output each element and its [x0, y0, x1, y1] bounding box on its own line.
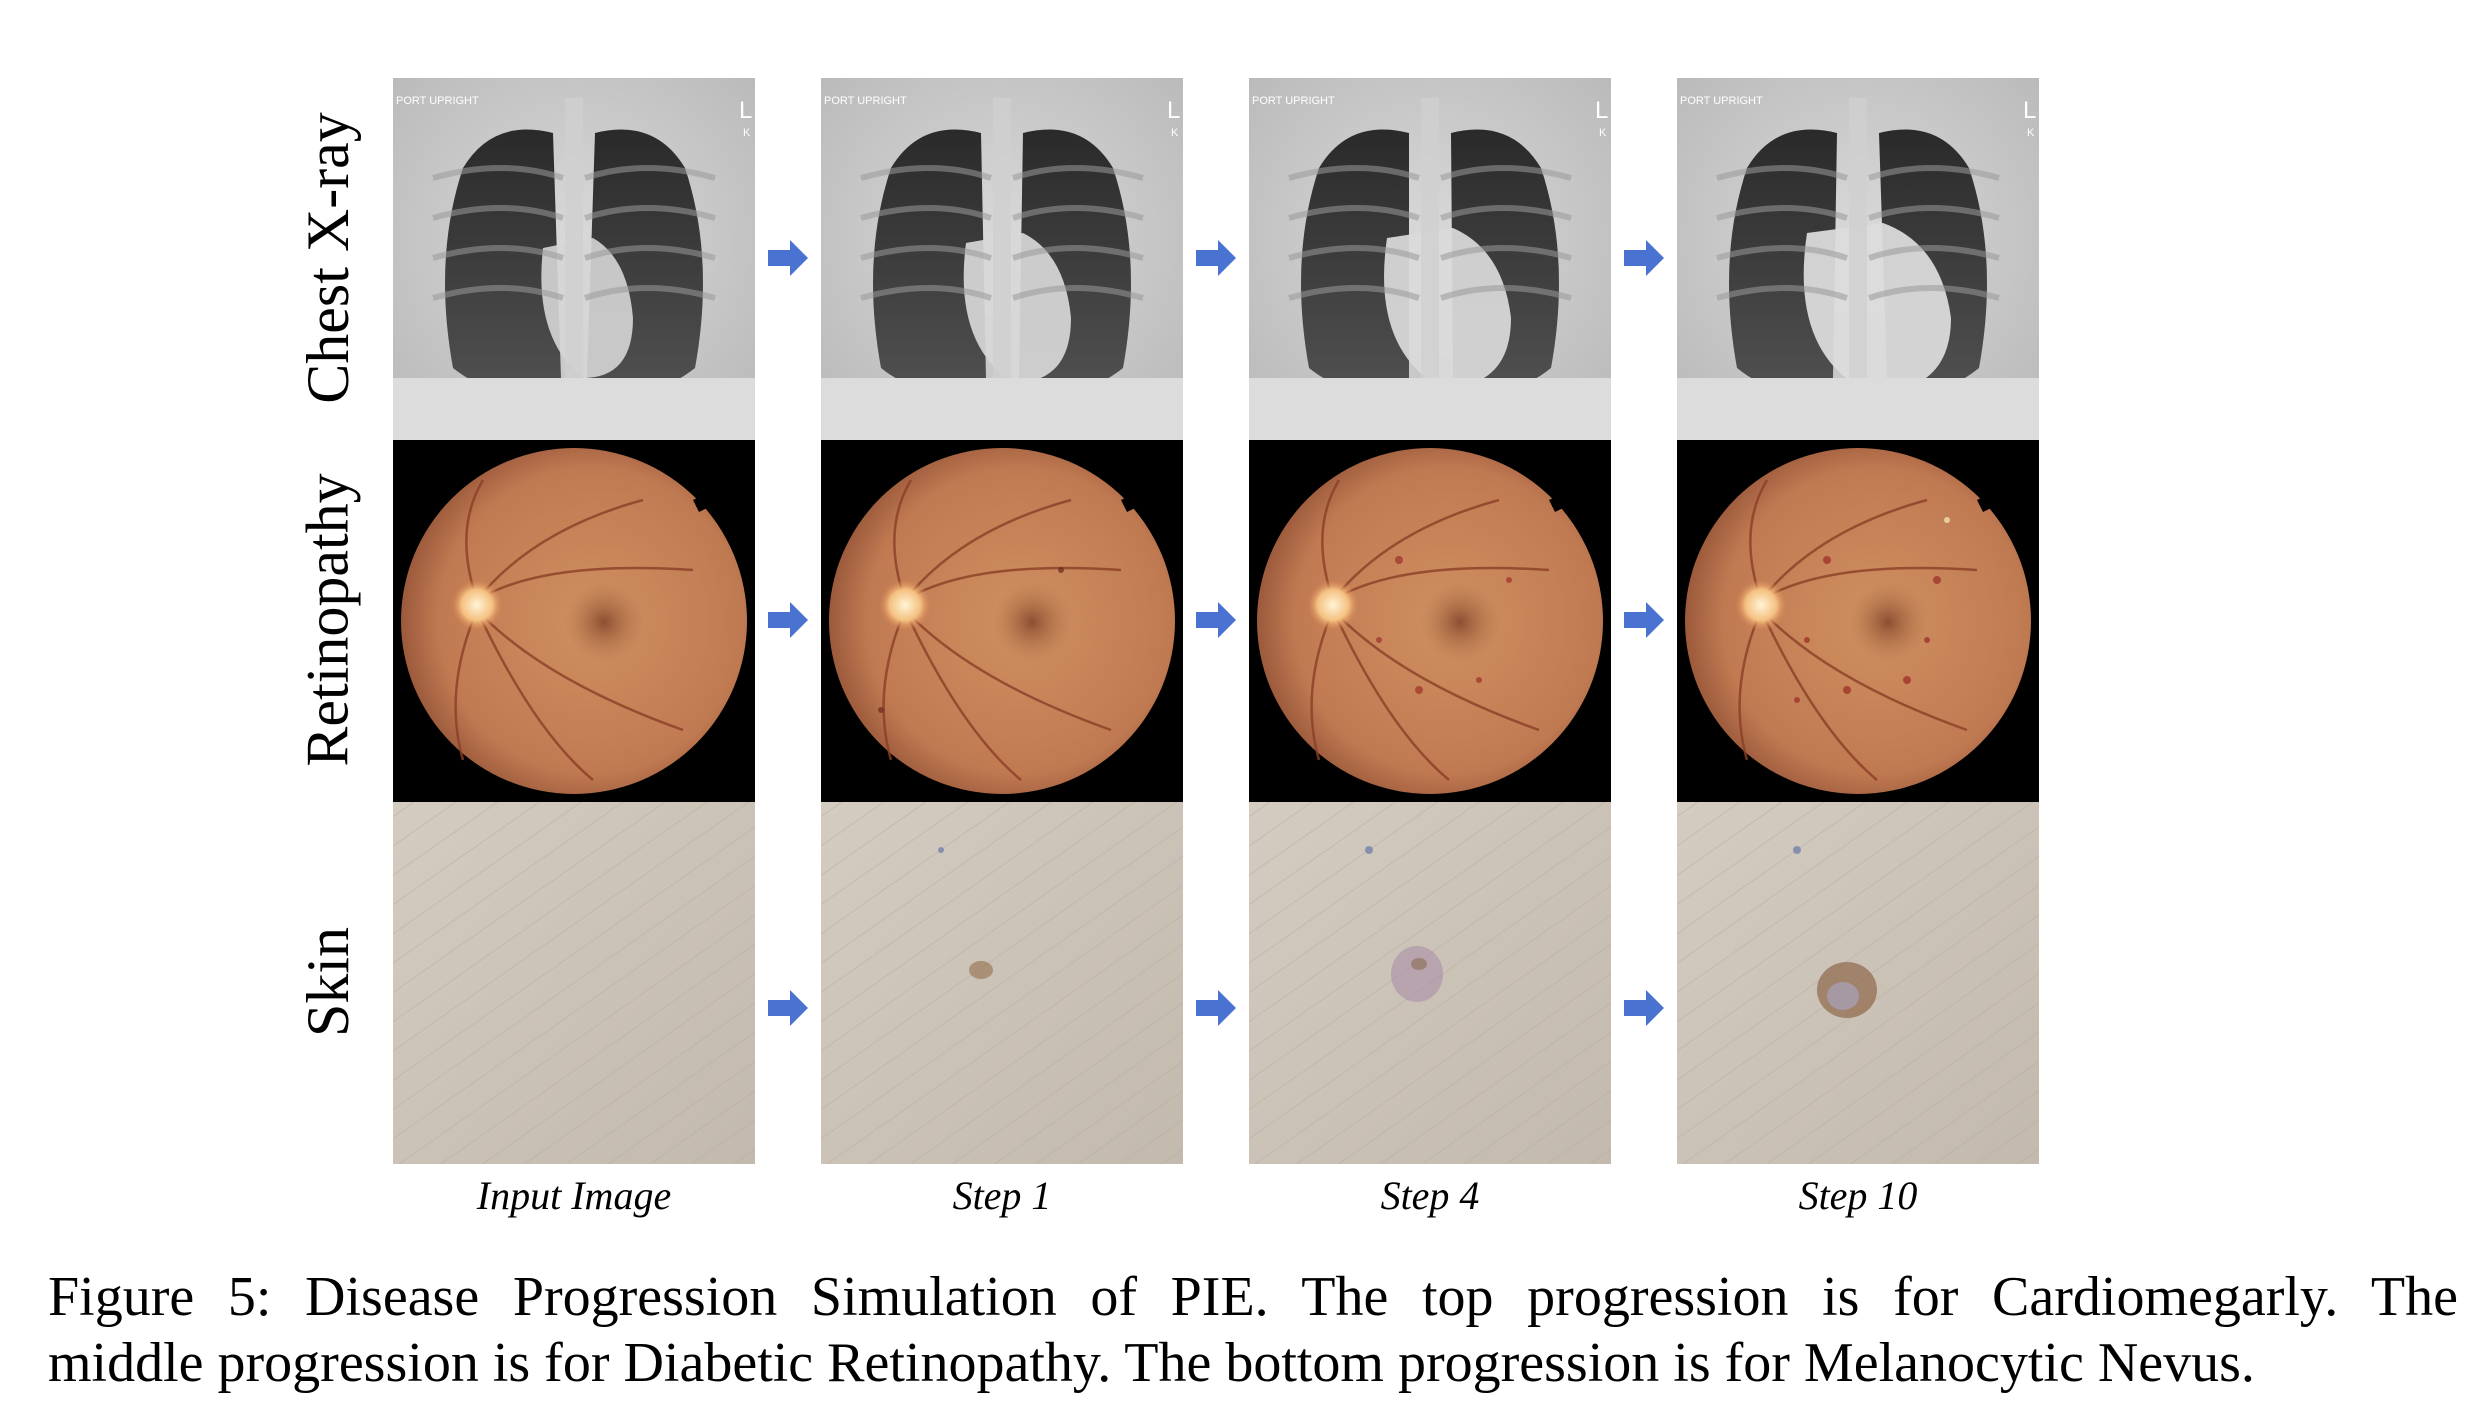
row-label-chest-xray: Chest X-ray [290, 78, 366, 438]
arrow-right-icon [768, 990, 808, 1026]
skin-figure [1249, 802, 1611, 1164]
skin-step1-image [821, 802, 1183, 1164]
arrow-right-icon [1196, 990, 1236, 1026]
retina-step4-image [1249, 440, 1611, 802]
column-label-input-image: Input Image [476, 1173, 672, 1218]
skin-figure [821, 802, 1183, 1164]
skin-step10-image [1677, 802, 2039, 1164]
row-label-chest-xray-text: Chest X-ray [295, 112, 361, 404]
caption-line-2: middle progression is for Diabetic Retin… [48, 1332, 2255, 1394]
arrow-right-icon [768, 602, 808, 638]
xray-step10-image: PORT UPRIGHT L K [1677, 78, 2039, 440]
xray-tag-right-small: K [2027, 127, 2035, 139]
xray-tag-right: L [2023, 97, 2036, 124]
column-label-step-1: Step 1 [952, 1173, 1052, 1218]
skin-figure [1677, 802, 2039, 1164]
fundus-figure [821, 440, 1183, 802]
retina-step1-image [821, 440, 1183, 802]
xray-tag-right-small: K [1599, 127, 1607, 139]
skin-figure [393, 802, 755, 1164]
figure-caption: Figure 5: Disease Progression Simulation… [48, 1264, 2458, 1396]
xray-tag-right-small: K [1171, 127, 1179, 139]
xray-tag-right: L [1595, 97, 1608, 124]
xray-tag-left: PORT UPRIGHT [1680, 95, 1763, 107]
retina-input-image [393, 440, 755, 802]
arrow-right-icon [1624, 602, 1664, 638]
fundus-figure [393, 440, 755, 802]
row-label-retinopathy: Retinopathy [290, 440, 366, 800]
xray-figure: PORT UPRIGHT L K [821, 78, 1183, 440]
column-label-step-10: Step 10 [1798, 1173, 1918, 1218]
xray-tag-right-small: K [743, 127, 751, 139]
caption-line-1: Figure 5: Disease Progression Simulation… [48, 1266, 2458, 1328]
xray-figure: PORT UPRIGHT L K [1249, 78, 1611, 440]
arrow-right-icon [768, 240, 808, 276]
retina-step10-image [1677, 440, 2039, 802]
xray-figure: PORT UPRIGHT L K [1677, 78, 2039, 440]
xray-tag-left: PORT UPRIGHT [396, 95, 479, 107]
fundus-figure [1249, 440, 1611, 802]
arrow-right-icon [1196, 240, 1236, 276]
row-label-retinopathy-text: Retinopathy [295, 473, 362, 767]
skin-step4-image [1249, 802, 1611, 1164]
skin-input-image [393, 802, 755, 1164]
arrow-right-icon [1196, 602, 1236, 638]
arrow-right-icon [1624, 240, 1664, 276]
xray-tag-left: PORT UPRIGHT [824, 95, 907, 107]
fundus-figure [1677, 440, 2039, 802]
row-label-skin-text: Skin [295, 926, 362, 1038]
row-label-skin: Skin [290, 802, 366, 1162]
xray-tag-right: L [739, 97, 752, 124]
column-label-step-4: Step 4 [1380, 1173, 1480, 1218]
xray-tag-right: L [1167, 97, 1180, 124]
arrow-right-icon [1624, 990, 1664, 1026]
xray-tag-left: PORT UPRIGHT [1252, 95, 1335, 107]
xray-figure: PORT UPRIGHT L K [393, 78, 755, 440]
xray-step1-image: PORT UPRIGHT L K [821, 78, 1183, 440]
xray-input-image: PORT UPRIGHT L K [393, 78, 755, 440]
xray-step4-image: PORT UPRIGHT L K [1249, 78, 1611, 440]
